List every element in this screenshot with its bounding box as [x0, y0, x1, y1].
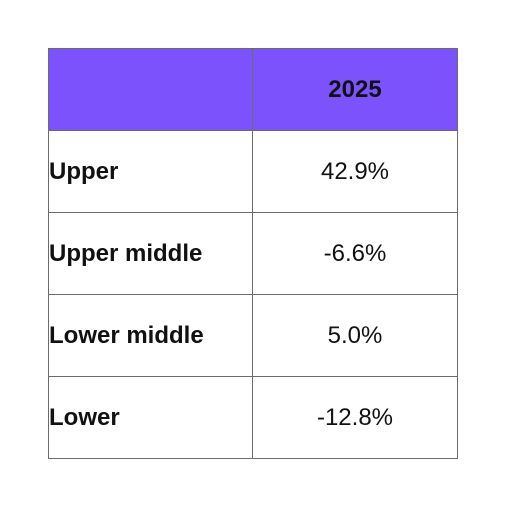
row-label-upper-middle: Upper middle: [48, 212, 253, 295]
row-value-lower-middle: 5.0%: [252, 294, 458, 377]
table-row: Lower middle 5.0%: [48, 294, 458, 377]
column-header-2025: 2025: [252, 48, 458, 131]
row-label-lower-middle: Lower middle: [48, 294, 253, 377]
row-label-lower: Lower: [48, 376, 253, 459]
table-row: Upper 42.9%: [48, 130, 458, 213]
data-table-container: 2025 Upper 42.9% Upper middle -6.6% Lowe…: [48, 48, 458, 459]
header-row: 2025: [48, 48, 458, 131]
table-row: Upper middle -6.6%: [48, 212, 458, 295]
row-value-lower: -12.8%: [252, 376, 458, 459]
header-corner-cell: [48, 48, 253, 131]
row-label-upper: Upper: [48, 130, 253, 213]
row-value-upper: 42.9%: [252, 130, 458, 213]
table-row: Lower -12.8%: [48, 376, 458, 459]
row-value-upper-middle: -6.6%: [252, 212, 458, 295]
data-table: 2025 Upper 42.9% Upper middle -6.6% Lowe…: [48, 48, 458, 459]
